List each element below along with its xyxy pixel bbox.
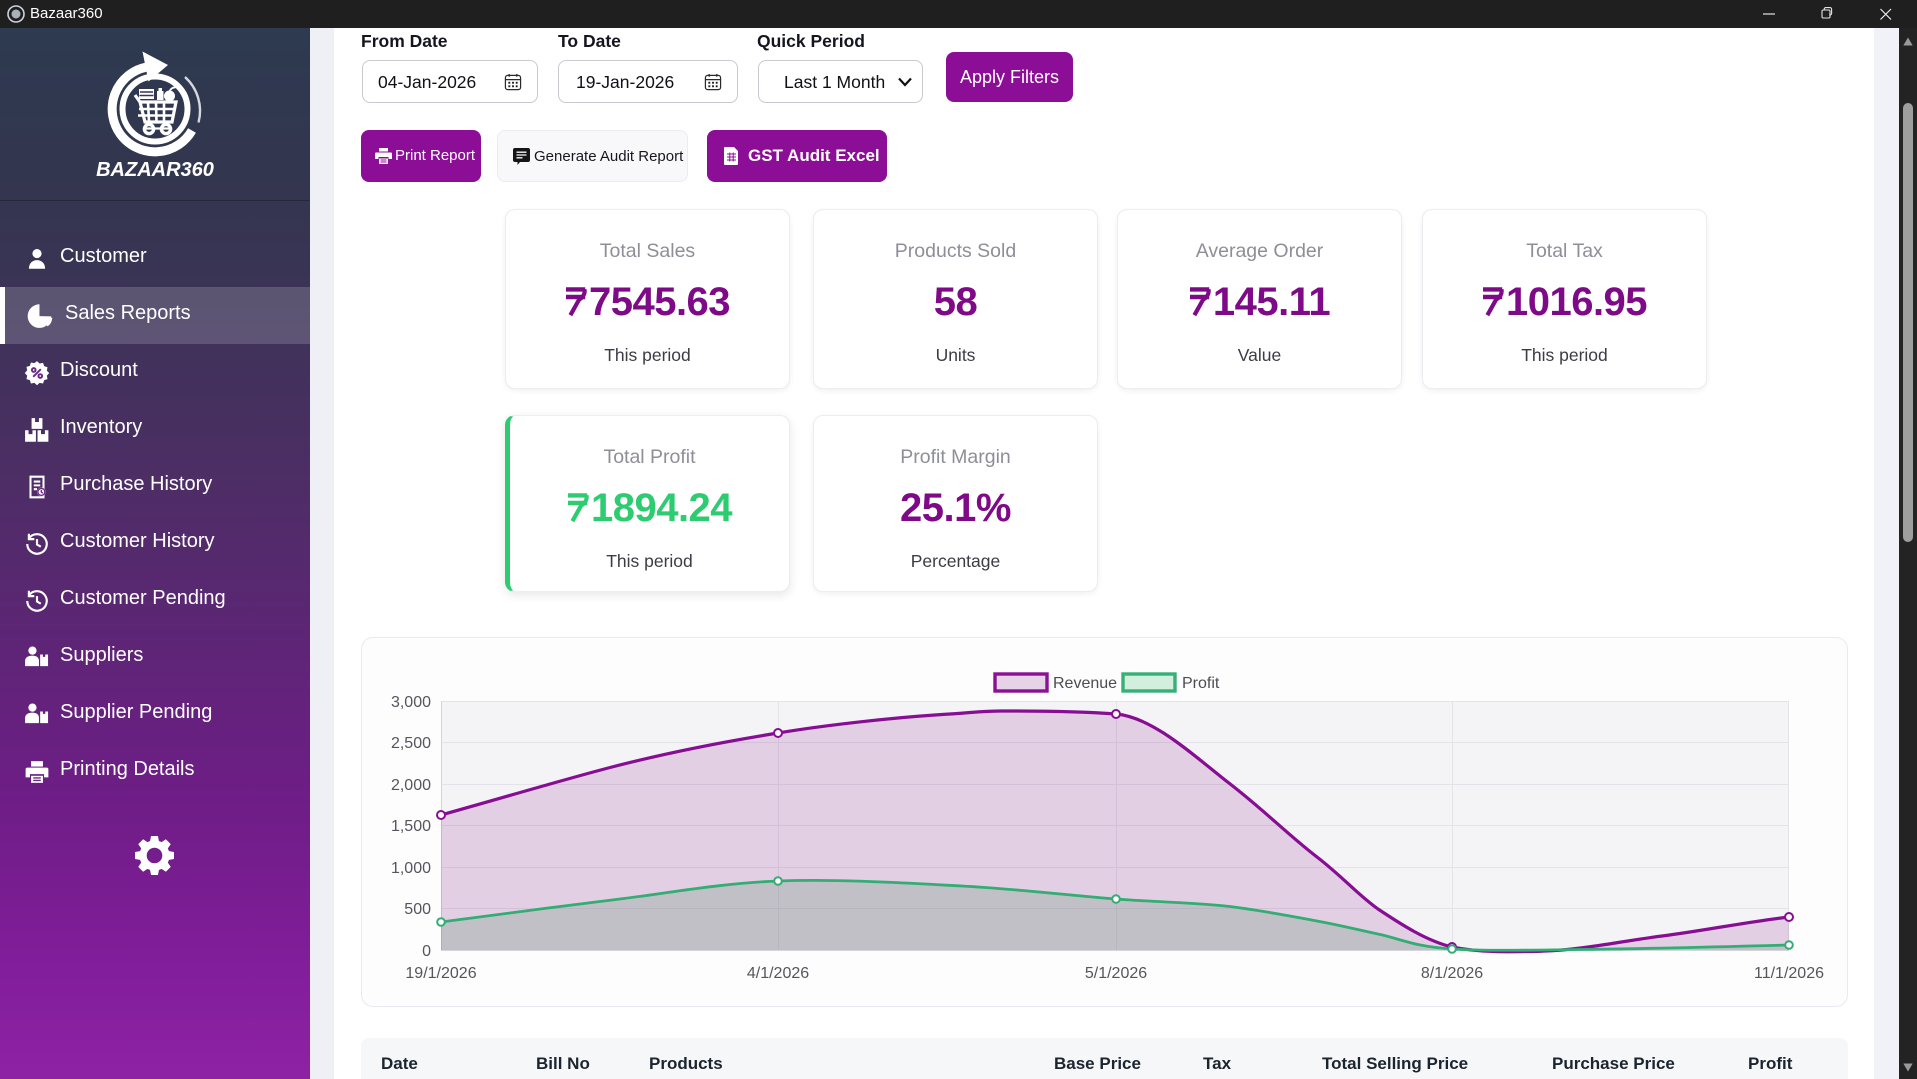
svg-text:11/1/2026: 11/1/2026 (1754, 965, 1824, 982)
svg-text:19/1/2026: 19/1/2026 (405, 965, 476, 982)
svg-text:3,000: 3,000 (391, 694, 431, 711)
svg-text:Profit: Profit (1182, 675, 1220, 692)
svg-text:1,000: 1,000 (391, 860, 431, 877)
svg-text:4/1/2026: 4/1/2026 (747, 965, 809, 982)
svg-text:0: 0 (422, 943, 431, 960)
svg-text:1,500: 1,500 (391, 818, 431, 835)
svg-text:5/1/2026: 5/1/2026 (1085, 965, 1147, 982)
svg-text:Revenue: Revenue (1053, 675, 1117, 692)
svg-text:2,500: 2,500 (391, 735, 431, 752)
svg-text:500: 500 (404, 901, 431, 918)
svg-text:2,000: 2,000 (391, 777, 431, 794)
svg-text:8/1/2026: 8/1/2026 (1421, 965, 1483, 982)
